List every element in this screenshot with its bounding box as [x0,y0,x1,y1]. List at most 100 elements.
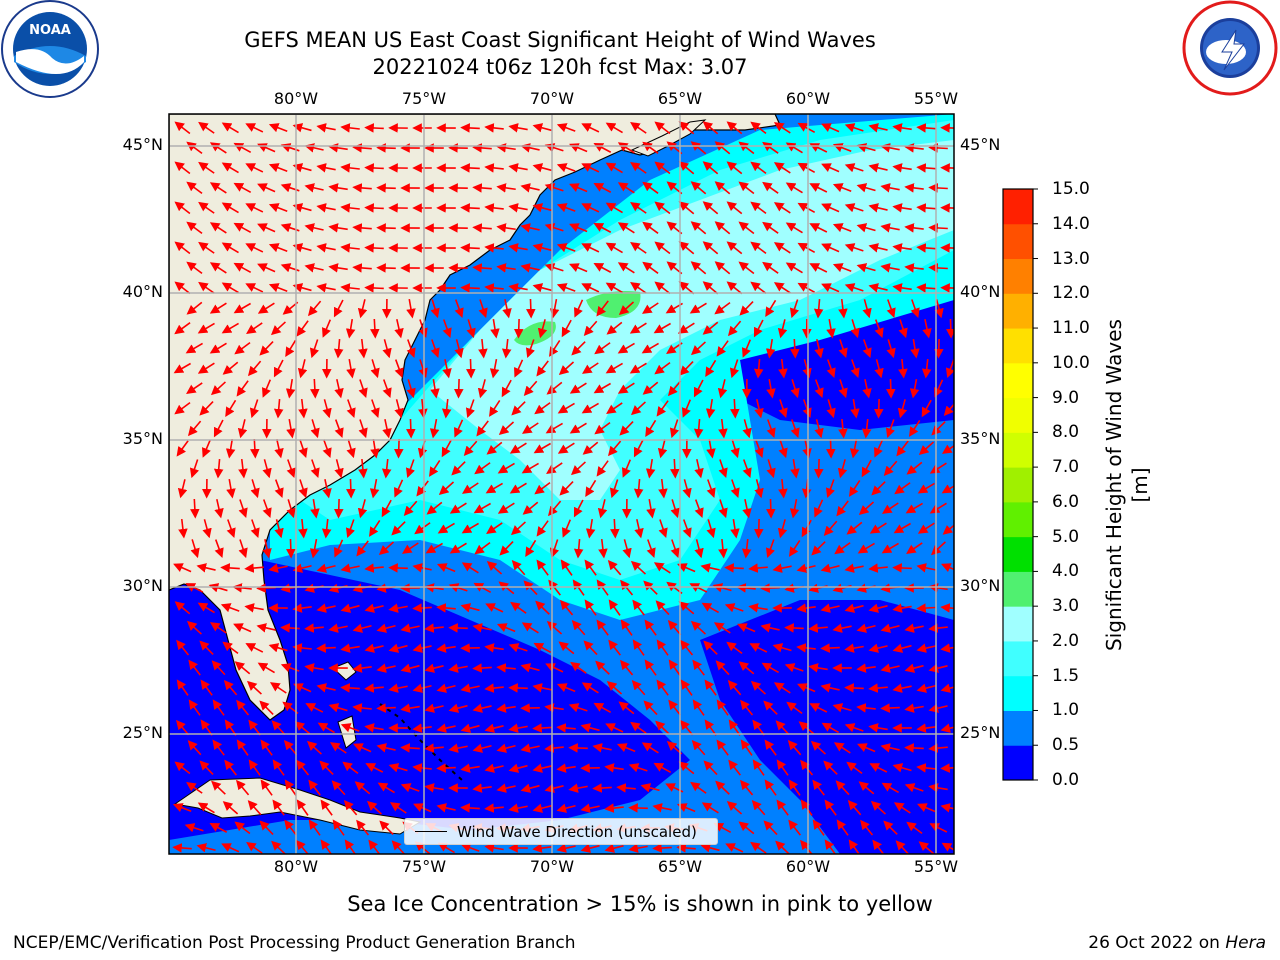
wave-direction-arrow [508,203,528,213]
wave-direction-arrow [199,760,214,776]
colorbar-segment [1003,536,1033,572]
wave-direction-arrow [861,459,872,478]
lon-label: 70°W [529,857,575,876]
wave-direction-arrow [340,163,360,173]
wave-direction-arrow [862,379,872,399]
wave-direction-arrow [272,759,285,776]
wave-direction-arrow [904,183,924,193]
colorbar-segment [1003,675,1033,711]
map-field [169,114,954,854]
wave-direction-arrow [754,439,764,458]
wave-direction-arrow [523,380,538,396]
wave-direction-arrow [940,603,954,613]
wave-direction-arrow [328,703,348,713]
wave-direction-arrow [700,843,720,853]
wave-direction-arrow [836,819,849,836]
lat-label: 45°N [122,135,163,154]
wave-direction-arrow [904,663,924,673]
wave-direction-arrow [762,141,779,154]
wave-direction-arrow [689,583,708,593]
wave-direction-arrow [568,743,588,753]
wave-direction-arrow [622,539,632,559]
wave-direction-arrow [259,700,274,715]
lon-label: 60°W [785,857,831,876]
wave-direction-arrow [940,203,954,213]
wave-direction-arrow [533,642,552,654]
wave-direction-arrow [210,381,226,396]
wave-direction-arrow [844,243,864,253]
wave-direction-arrow [309,339,320,359]
wave-direction-arrow [474,462,491,475]
wave-direction-arrow [726,201,743,215]
wave-direction-arrow [197,802,215,814]
wave-direction-arrow [199,400,214,416]
wave-direction-arrow [740,739,753,756]
wave-direction-arrow [448,743,468,753]
wave-direction-arrow [670,458,680,479]
wave-direction-arrow [316,603,336,613]
wave-direction-arrow [532,803,552,813]
wave-direction-arrow [642,141,659,154]
wave-direction-arrow [776,799,789,816]
wave-direction-arrow [260,739,273,756]
wave-direction-arrow [786,701,803,714]
wave-direction-arrow [556,123,576,133]
wave-direction-arrow [557,442,575,454]
wave-direction-arrow [738,821,755,835]
wave-direction-arrow [916,603,936,613]
wave-direction-arrow [188,659,201,676]
wave-direction-arrow [892,203,912,213]
wave-direction-arrow [740,699,754,716]
wave-direction-arrow [334,459,344,479]
wave-direction-arrow [762,181,779,194]
wave-direction-arrow [680,639,694,656]
wave-direction-arrow [928,783,948,793]
colorbar-segment [1003,293,1033,329]
wave-direction-arrow [460,123,480,133]
wave-direction-arrow [716,340,729,357]
wave-direction-arrow [617,182,635,194]
wave-direction-arrow [754,479,764,499]
wave-direction-arrow [670,499,680,519]
wave-direction-arrow [353,743,372,753]
land-north-america [169,114,781,721]
wave-direction-arrow [376,663,396,673]
wave-direction-arrow [508,763,528,773]
wave-direction-arrow [340,683,360,693]
wave-direction-arrow [340,723,360,733]
wave-direction-arrow [608,599,621,616]
wave-direction-arrow [809,263,828,273]
lon-label: 75°W [401,89,447,108]
wave-direction-arrow [642,381,659,395]
wave-direction-arrow [593,702,612,714]
wave-direction-arrow [332,819,345,836]
wave-direction-arrow [209,302,227,314]
wave-direction-arrow [941,484,954,494]
wave-direction-arrow [356,819,370,836]
wave-direction-arrow [319,760,334,775]
wave-direction-arrow [868,243,888,253]
wave-direction-arrow [448,703,468,713]
wave-direction-arrow [196,843,216,853]
wave-direction-arrow [233,182,252,194]
wave-direction-arrow [569,183,588,193]
wave-direction-arrow [225,399,237,418]
wave-direction-arrow [617,342,635,354]
wave-direction-arrow [703,640,718,655]
wave-direction-arrow [654,361,671,375]
wave-direction-arrow [631,680,646,696]
wave-direction-arrow [186,141,203,155]
wave-direction-arrow [868,643,888,653]
wave-direction-arrow [741,538,752,559]
wave-direction-arrow [497,502,515,514]
wave-direction-arrow [394,479,404,498]
wave-direction-arrow [604,763,624,773]
wave-direction-arrow [368,839,381,854]
wave-direction-arrow [617,222,635,234]
wave-direction-arrow [293,683,312,693]
wave-direction-arrow [460,203,480,213]
wave-direction-arrow [703,760,718,776]
graticule [169,114,954,854]
wave-direction-arrow [284,819,297,836]
wave-direction-arrow [873,398,884,419]
